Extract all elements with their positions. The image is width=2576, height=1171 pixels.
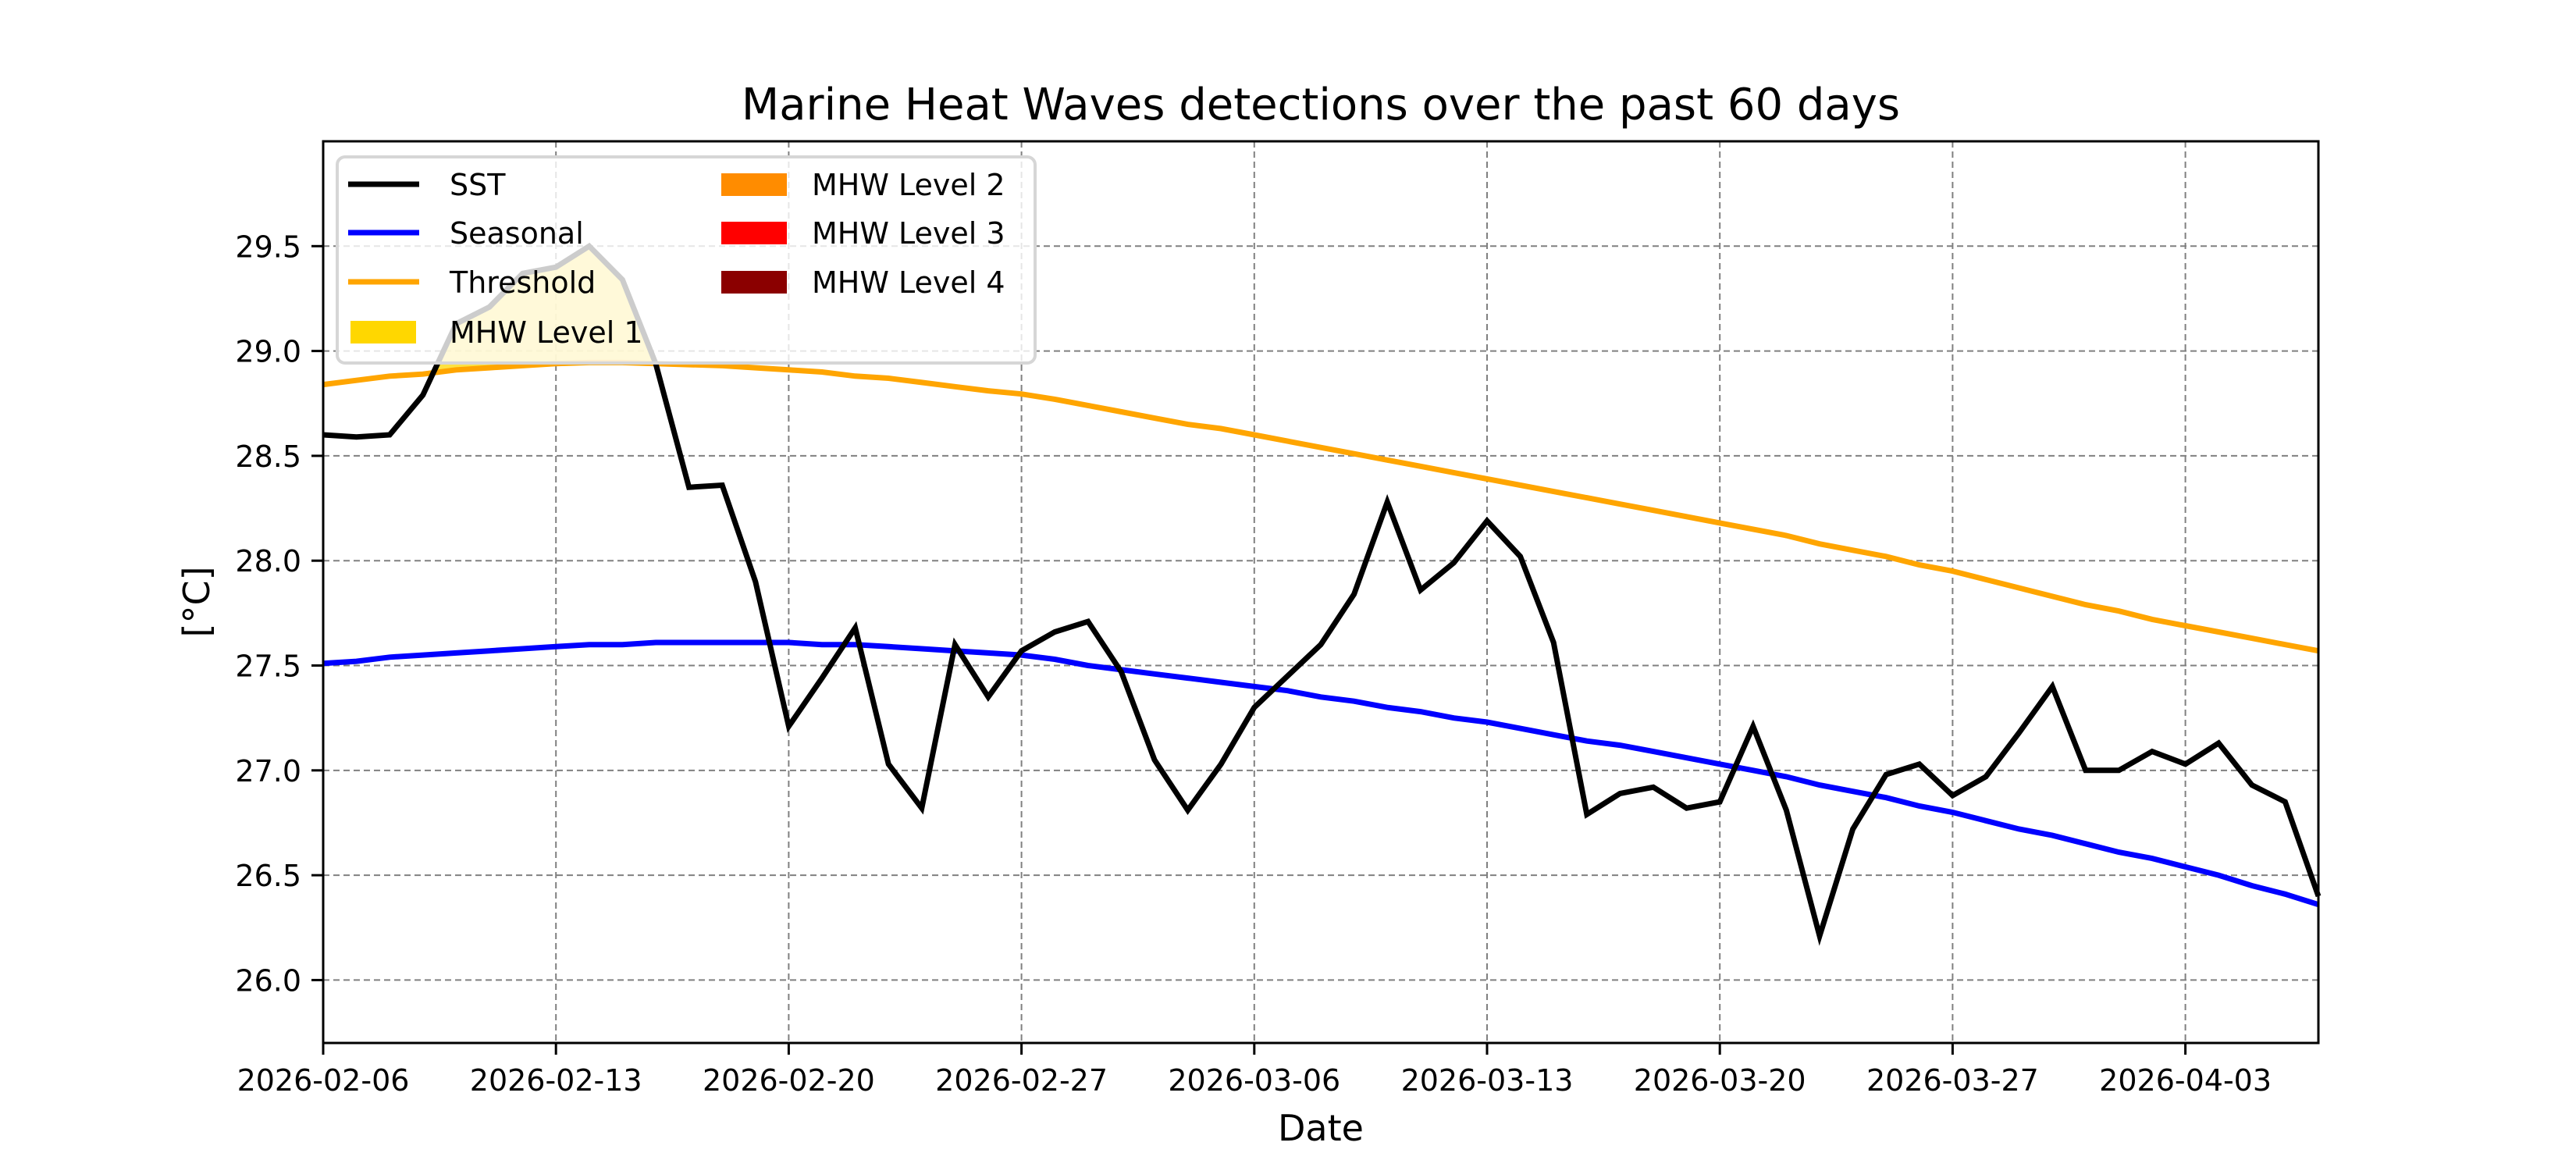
y-tick-label: 29.5 xyxy=(235,230,301,264)
y-tick-label: 27.5 xyxy=(235,650,301,684)
x-tick-label: 2026-02-20 xyxy=(703,1063,875,1098)
legend-label-seasonal: Seasonal xyxy=(450,216,584,251)
grid xyxy=(322,141,2318,1043)
seasonal-line xyxy=(322,639,2320,908)
y-tick-label: 27.0 xyxy=(235,754,301,788)
y-tick-label: 26.5 xyxy=(235,859,301,893)
x-tick-label: 2026-02-27 xyxy=(935,1063,1108,1098)
chart-title: Marine Heat Waves detections over the pa… xyxy=(742,80,1900,130)
legend-swatch-mhw-level-4 xyxy=(721,271,787,294)
y-tick-label: 28.5 xyxy=(235,440,301,474)
legend-label-mhw-level-1: MHW Level 1 xyxy=(450,315,643,350)
y-axis-label: [°C] xyxy=(176,566,218,637)
x-tick-label: 2026-03-13 xyxy=(1401,1063,1574,1098)
x-tick-label: 2026-02-06 xyxy=(237,1063,410,1098)
legend-label-threshold: Threshold xyxy=(449,265,596,300)
x-tick-label: 2026-03-06 xyxy=(1168,1063,1340,1098)
legend: SST Seasonal Threshold MHW Level 1 MHW Level… xyxy=(336,155,1037,365)
x-tick-label: 2026-02-13 xyxy=(470,1063,642,1098)
x-tick-label: 2026-04-03 xyxy=(2099,1063,2272,1098)
y-tick-label: 26.0 xyxy=(235,963,301,998)
legend-label-mhw-level-4: MHW Level 4 xyxy=(812,265,1005,300)
y-tick-label: 28.0 xyxy=(235,544,301,578)
x-tick-label: 2026-03-27 xyxy=(1866,1063,2039,1098)
legend-swatch-mhw-level-2 xyxy=(721,173,787,196)
y-axis-ticks: 26.0 26.5 27.0 27.5 28.0 28.5 29.0 29.5 xyxy=(235,230,323,998)
legend-label-sst: SST xyxy=(450,168,506,202)
plot-frame xyxy=(322,140,2320,1045)
legend-label-mhw-level-3: MHW Level 3 xyxy=(812,216,1005,251)
legend-swatch-mhw-level-1 xyxy=(350,321,416,343)
x-axis-ticks: 2026-02-06 2026-02-13 2026-02-20 2026-02-27… xyxy=(237,1043,2272,1098)
y-tick-label: 29.0 xyxy=(235,335,301,369)
legend-box xyxy=(336,155,1037,365)
x-tick-label: 2026-03-20 xyxy=(1634,1063,1806,1098)
x-axis-label: Date xyxy=(1278,1107,1364,1149)
legend-label-mhw-level-2: MHW Level 2 xyxy=(812,168,1005,202)
legend-swatch-mhw-level-3 xyxy=(721,222,787,244)
